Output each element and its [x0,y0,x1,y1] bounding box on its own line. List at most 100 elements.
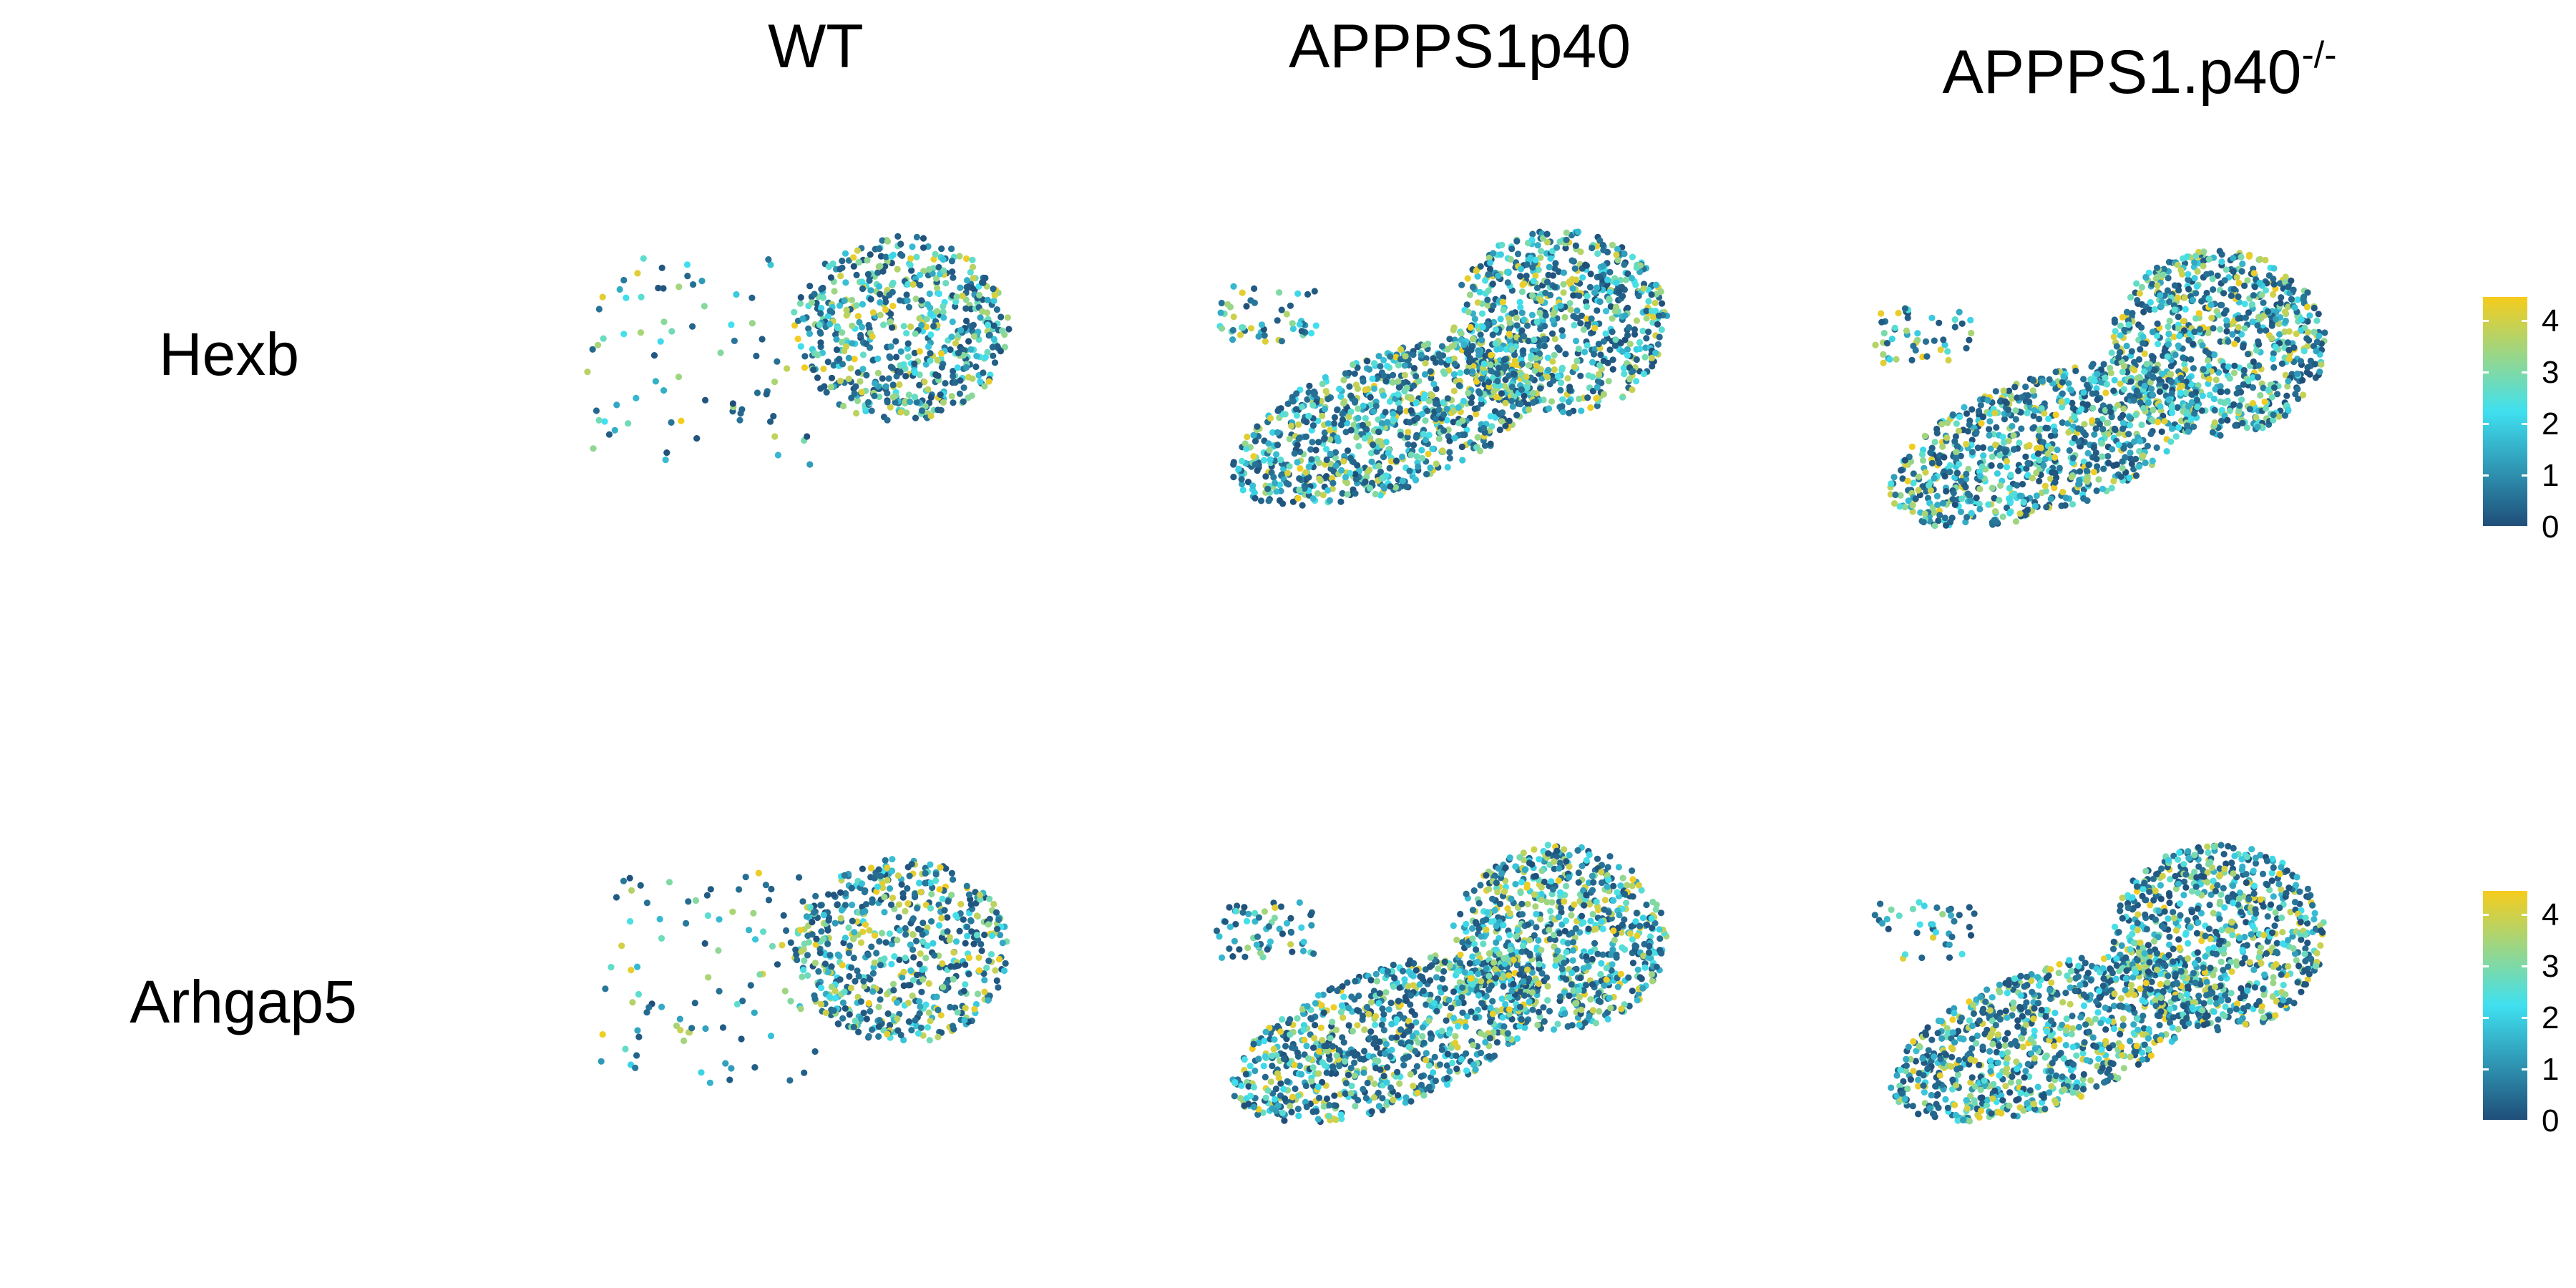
cell-point [677,1027,684,1034]
cell-point [2203,289,2210,297]
cell-point [2154,320,2161,327]
cell-point [1614,245,1621,253]
cell-point [821,960,829,967]
cell-point [2193,396,2201,404]
cell-point [799,973,806,980]
cell-point [2129,310,2136,317]
cell-point [1311,288,1318,295]
cell-point [1980,452,1987,459]
cell-point [1943,487,1950,495]
cell-point [1968,406,1976,413]
cell-point [1407,407,1415,414]
cell-point [1293,406,1300,413]
cell-point [906,398,914,406]
cell-point [1470,336,1477,343]
cell-point [816,950,824,957]
cell-point [1573,276,1580,283]
cell-point [909,243,916,250]
cell-point [1509,403,1516,410]
cell-point [756,971,763,978]
cell-point [961,1017,968,1024]
cell-point [1352,427,1360,434]
cell-point [1976,505,1984,513]
cell-point [668,419,675,426]
cell-point [2210,286,2217,293]
cell-point [963,277,971,284]
cell-point [874,883,882,890]
cell-point [1975,408,1983,415]
cell-point [867,1008,874,1015]
cell-point [839,1015,847,1022]
cell-point [1589,388,1596,395]
cell-point [1332,462,1340,469]
cell-point [900,1036,907,1044]
cell-point [1468,394,1475,401]
cell-point [985,921,992,928]
cell-point [2218,251,2225,258]
cell-point [822,1009,829,1016]
cell-point [849,322,856,329]
cell-point [1530,278,1537,285]
cell-point [919,938,927,945]
cell-point [2315,311,2322,318]
cell-point [1446,336,1453,343]
cell-point [1386,398,1393,405]
cell-point [2099,485,2107,492]
cell-point [887,311,894,318]
cell-point [2110,477,2117,484]
cell-point [1624,331,1631,339]
cell-point [2171,306,2178,313]
cell-point [722,1060,729,1067]
cell-point [1609,241,1616,249]
cell-point [1973,429,1980,436]
cell-point [1533,318,1541,326]
cell-point [643,1009,650,1016]
cell-point [1353,434,1360,441]
cell-point [940,983,947,991]
cell-point [907,967,914,975]
cell-point [867,251,874,258]
cell-point [911,360,918,367]
cell-point [1525,337,1532,345]
cell-point [949,318,956,326]
cell-point [2120,405,2127,412]
cell-point [927,394,935,401]
cell-point [975,328,982,336]
cell-point [1892,491,1899,499]
cell-point [1645,328,1652,336]
cell-point [1901,305,1909,312]
cell-point [1621,261,1628,268]
cell-point [2256,279,2263,286]
cell-point [2225,363,2232,371]
cell-point [973,353,980,360]
cell-point [2316,369,2323,376]
cell-point [1964,490,1971,497]
cell-point [1559,396,1566,403]
cell-point [2062,502,2069,509]
cell-point [1406,419,1413,426]
cell-point [1324,487,1332,494]
cell-point [2210,325,2217,332]
cell-point [889,303,897,310]
cell-point [2134,374,2141,382]
cell-point [1273,488,1280,495]
cell-point [947,1003,954,1011]
cell-point [904,340,912,347]
cell-point [629,999,636,1006]
cell-point [824,358,831,366]
cell-point [2254,424,2261,431]
cell-point [1936,459,1943,467]
cell-point [1963,470,1970,478]
cell-point [884,877,891,884]
cell-point [981,383,988,390]
cell-point [917,1003,924,1010]
cell-point [841,250,849,257]
cell-point [987,951,995,958]
cell-point [2023,465,2030,472]
cell-point [913,253,920,260]
cell-point [1624,346,1631,353]
cell-point [1355,442,1362,450]
cell-point [916,1010,923,1017]
cell-point [1476,288,1483,296]
cell-point [748,294,756,301]
